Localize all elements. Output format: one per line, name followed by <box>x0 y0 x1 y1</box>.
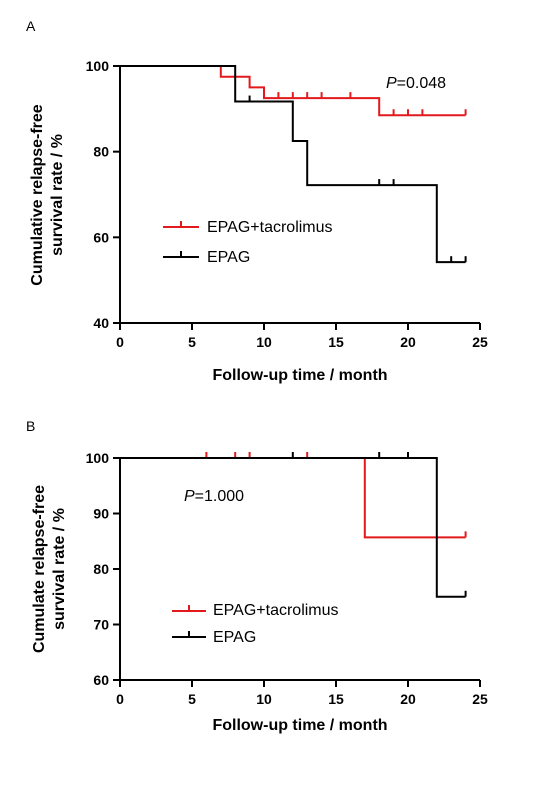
panel-a-x-tick-label-5: 5 <box>188 334 196 350</box>
panel-b-y-axis-title-line-1: Cumulate relapse-free <box>31 485 48 653</box>
panel-a-y-tick-label-80: 80 <box>93 144 109 160</box>
panel-a: A Cumulative relapse-free survival rate … <box>26 18 488 384</box>
panel-a-p-value: P=0.048 <box>386 75 446 92</box>
panel-a-axes: 40 60 80 100 0 5 10 15 20 25 <box>86 58 488 350</box>
panel-b-x-tick-label-5: 5 <box>188 691 196 707</box>
panel-a-y-tick-label-60: 60 <box>93 229 109 245</box>
panel-a-series-line-tacrolimus <box>120 65 466 117</box>
panel-b-y-axis-title: Cumulate relapse-free survival rate / % <box>31 485 68 653</box>
panel-b-label: B <box>26 418 35 434</box>
panel-a-x-tick-label-0: 0 <box>116 334 124 350</box>
panel-b-p-value-text: =1.000 <box>195 488 244 505</box>
panel-b-series <box>120 452 467 598</box>
panel-a-x-tick-label-20: 20 <box>400 334 416 350</box>
panel-a-p-value-symbol: P <box>386 75 397 92</box>
panel-b: B Cumulate relapse-free survival rate / … <box>26 418 488 734</box>
panel-b-x-tick-label-0: 0 <box>116 691 124 707</box>
panel-a-legend-label-epag: EPAG <box>207 249 250 266</box>
panel-b-x-tick-label-15: 15 <box>328 691 344 707</box>
panel-a-x-tick-label-10: 10 <box>256 334 272 350</box>
panel-b-x-tick-label-10: 10 <box>256 691 272 707</box>
panel-b-series-line-tacrolimus <box>120 457 466 539</box>
panel-a-x-tick-label-25: 25 <box>472 334 488 350</box>
panel-a-p-value-text: =0.048 <box>397 75 446 92</box>
panel-a-x-tick-label-15: 15 <box>328 334 344 350</box>
panel-b-y-axis-title-line-2: survival rate / % <box>51 508 68 630</box>
panel-a-y-axis-title: Cumulative relapse-free survival rate / … <box>29 104 66 286</box>
panel-b-p-value: P=1.000 <box>184 488 244 505</box>
panel-b-y-tick-label-90: 90 <box>93 506 109 522</box>
panel-b-legend-label-tacrolimus: EPAG+tacrolimus <box>213 602 339 619</box>
panel-a-legend-label-tacrolimus: EPAG+tacrolimus <box>207 219 333 236</box>
panel-a-series-line-epag <box>120 65 466 264</box>
panel-b-legend: EPAG+tacrolimus EPAG <box>172 602 339 646</box>
panel-b-y-tick-label-100: 100 <box>86 450 110 466</box>
panel-b-axes: 60 70 80 90 100 0 5 10 15 20 25 <box>86 450 488 707</box>
panel-a-y-axis-title-line-2: survival rate / % <box>49 134 66 256</box>
panel-b-p-value-symbol: P <box>184 488 195 505</box>
panel-b-series-line-epag <box>120 457 466 598</box>
panel-b-x-axis-title: Follow-up time / month <box>212 717 387 734</box>
panel-a-series <box>120 65 467 264</box>
panel-b-y-tick-label-60: 60 <box>93 672 109 688</box>
panel-b-legend-label-epag: EPAG <box>213 629 256 646</box>
panel-b-x-tick-label-20: 20 <box>400 691 416 707</box>
panel-b-y-tick-label-80: 80 <box>93 561 109 577</box>
panel-a-y-tick-label-40: 40 <box>93 315 109 331</box>
panel-a-y-axis-title-line-1: Cumulative relapse-free <box>29 104 46 286</box>
panel-a-y-tick-label-100: 100 <box>86 58 110 74</box>
panel-a-label: A <box>26 18 36 34</box>
panel-b-y-tick-label-70: 70 <box>93 617 109 633</box>
panel-b-x-tick-label-25: 25 <box>472 691 488 707</box>
panel-a-x-axis-title: Follow-up time / month <box>212 367 387 384</box>
panel-a-legend: EPAG+tacrolimus EPAG <box>163 219 333 266</box>
